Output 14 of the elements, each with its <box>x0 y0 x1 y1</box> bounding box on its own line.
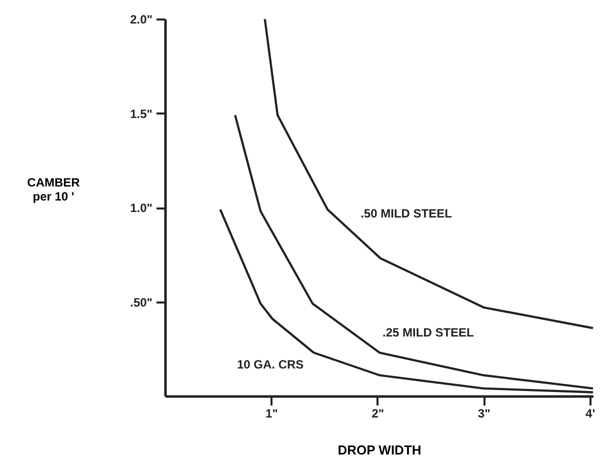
line-series <box>264 18 594 330</box>
x-axis-title: DROP WIDTH <box>338 442 422 458</box>
y-axis-title: CAMBER per 10 ' <box>27 176 80 204</box>
x-tick-label: 1" <box>266 406 278 420</box>
x-tick-label: 4' <box>586 406 596 420</box>
series-label: .25 MILD STEEL <box>382 326 474 340</box>
y-tick-label: .50" <box>130 295 152 310</box>
y-tick-label: 1.5" <box>130 106 152 121</box>
y-tick-label: 2.0" <box>130 12 152 26</box>
x-tick-label: 3" <box>478 406 490 420</box>
y-tick-label: 1.0" <box>130 201 152 215</box>
series-label: 10 GA. CRS <box>236 358 304 372</box>
x-tick-label: 2" <box>372 406 384 420</box>
series-label: .50 MILD STEEL <box>360 206 452 220</box>
